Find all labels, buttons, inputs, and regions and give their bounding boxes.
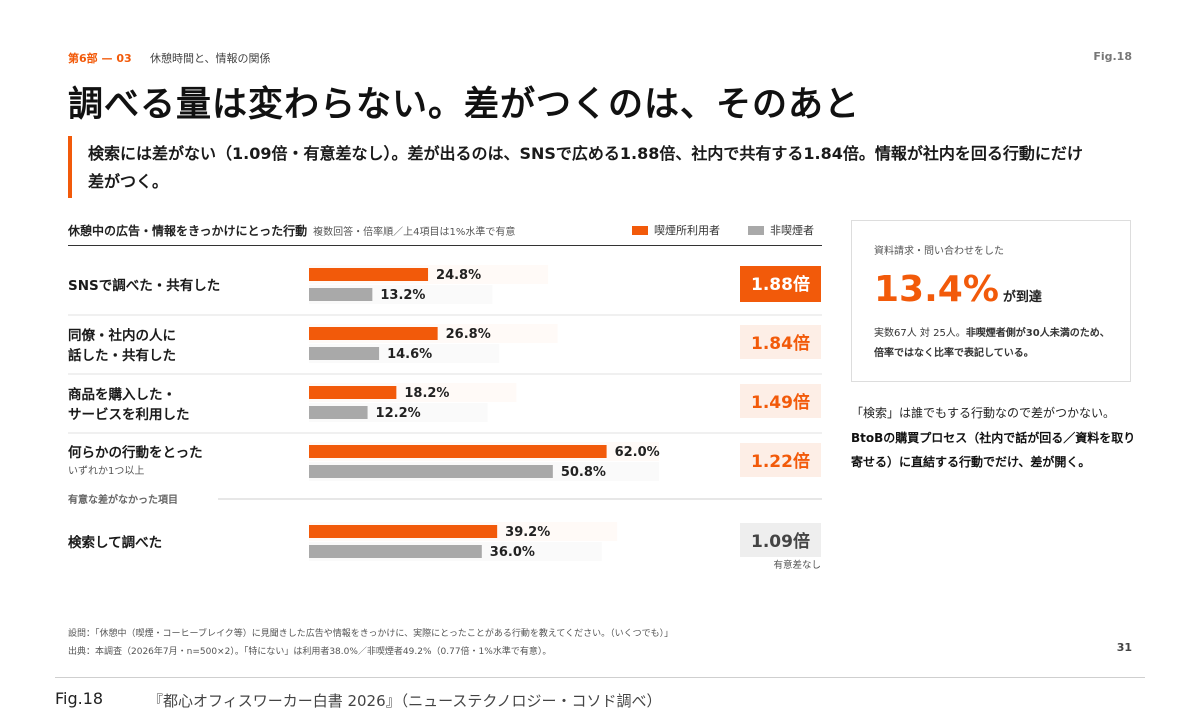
- ratio-box-4: [740, 523, 821, 557]
- not-significant-label-4: 有意差なし: [773, 559, 821, 571]
- value-label-4-0: 39.2%: [505, 525, 550, 540]
- side-note-plain: 実数67人 対 25人。: [874, 328, 966, 339]
- ratio-box-1: [740, 325, 821, 359]
- ratio-box-2: [740, 384, 821, 418]
- value-label-0-0: 24.8%: [436, 268, 481, 283]
- footnote-question: 設問：「休憩中（喫煙・コーヒーブレイク等）に見聞きした広告や情報をきっかけに、実…: [68, 629, 674, 639]
- category-sub-label-3: いずれか1つ以上: [68, 465, 144, 477]
- value-label-3-0: 62.0%: [615, 445, 660, 460]
- side-card-label: 資料請求・問い合わせをした: [874, 246, 1004, 257]
- page-title: 調べる量は変わらない。差がつくのは、そのあと: [68, 85, 861, 125]
- value-label-3-1: 50.8%: [561, 465, 606, 480]
- ratio-label-0: 1.88倍: [751, 274, 810, 295]
- group-label-no-significance: 有意な差がなかった項目: [68, 493, 178, 506]
- value-label-2-1: 12.2%: [376, 406, 421, 421]
- bar-smoker-2: [309, 386, 397, 399]
- legend-label-non-smoker: 非喫煙者: [770, 224, 814, 237]
- side-note-bold: 非喫煙者側が30人未満のため、倍率ではなく比率で表記している。: [874, 328, 1110, 359]
- chart-top-rule: [68, 245, 822, 246]
- side-card: [851, 220, 1131, 382]
- value-label-1-1: 14.6%: [387, 347, 432, 362]
- bar-non-smoker-2: [309, 406, 368, 419]
- value-label-0-1: 13.2%: [380, 288, 425, 303]
- legend-swatch-smoker: [632, 225, 648, 235]
- caption-text: 『都心オフィスワーカー白書 2026』（ニューステクノロジー・コソド調べ）: [148, 692, 662, 710]
- section-title: 休憩時間と、情報の関係: [150, 52, 271, 65]
- footnote-source: 出典：本調査（2026年7月・n=500×2）。「特にない」は利用者38.0%／…: [68, 647, 552, 657]
- section-number: 第6部 — 03: [68, 52, 132, 65]
- category-label-2-1: サービスを利用した: [68, 406, 190, 423]
- value-label-4-1: 36.0%: [490, 545, 535, 560]
- caption-fig-label: Fig.18: [55, 689, 104, 708]
- chart-title-text: 休憩中の広告・情報をきっかけにとった行動: [68, 224, 308, 238]
- ratio-label-4: 1.09倍: [751, 531, 810, 552]
- value-label-2-0: 18.2%: [404, 386, 449, 401]
- bar-non-smoker-1: [309, 347, 380, 360]
- bar-non-smoker-4: [309, 545, 482, 558]
- category-label-1-1: 話した・共有した: [68, 347, 176, 364]
- figure-tag: Fig.18: [1093, 50, 1132, 63]
- legend-non-smoker: 非喫煙者: [748, 222, 814, 238]
- legend-swatch-non-smoker: [748, 225, 764, 235]
- side-card-note: 実数67人 対 25人。非喫煙者側が30人未満のため、倍率ではなく比率で表記して…: [874, 324, 1114, 364]
- value-label-1-0: 26.8%: [446, 327, 491, 342]
- bar-smoker-1: [309, 327, 438, 340]
- ratio-label-3: 1.22倍: [751, 451, 810, 472]
- bar-chart: 有意な差がなかった項目 SNSで調べた・共有した 24.8% 13.2% 1.88倍同僚…: [68, 265, 822, 571]
- category-label-0-0: SNSで調べた・共有した: [68, 277, 220, 294]
- legend-smoker: 喫煙所利用者: [632, 222, 720, 238]
- bar-smoker-0: [309, 268, 429, 281]
- chart-title: 休憩中の広告・情報をきっかけにとった行動 複数回答・倍率順／上4項目は1%水準で有…: [68, 222, 515, 239]
- lead-text: 検索には差がない（1.09倍・有意差なし）。差が出るのは、SNSで広める1.88…: [88, 144, 1083, 191]
- ratio-label-1: 1.84倍: [751, 333, 810, 354]
- side-card-value: 13.4% が到達: [874, 268, 1042, 320]
- bar-non-smoker-3: [309, 465, 553, 478]
- side-card-suffix: が到達: [1002, 290, 1042, 305]
- ratio-label-2: 1.49倍: [751, 392, 810, 413]
- category-label-3-0: 何らかの行動をとった: [68, 444, 203, 461]
- bar-smoker-4: [309, 525, 498, 538]
- ratio-box-3: [740, 443, 821, 477]
- bar-smoker-3: [309, 445, 607, 458]
- category-label-4-0: 検索して調べた: [68, 534, 162, 551]
- ratio-box-0: [740, 266, 821, 302]
- caption-divider: [55, 677, 1145, 678]
- lead-accent-bar: [68, 136, 72, 198]
- bar-non-smoker-0: [309, 288, 373, 301]
- side-text-search: 「検索」は誰でもする行動なので差がつかない。: [851, 406, 1116, 420]
- side-card-big-number: 13.4%: [874, 269, 999, 310]
- category-label-2-0: 商品を購入した・: [68, 386, 176, 403]
- category-label-1-0: 同僚・社内の人に: [68, 327, 176, 344]
- side-text-btob: BtoBの購買プロセス（社内で話が回る／資料を取り寄せる）に直結する行動でだけ、…: [851, 431, 1136, 469]
- legend-label-smoker: 喫煙所利用者: [654, 224, 720, 237]
- page-number: 31: [1116, 641, 1132, 654]
- chart-note: 複数回答・倍率順／上4項目は1%水準で有意: [313, 227, 516, 238]
